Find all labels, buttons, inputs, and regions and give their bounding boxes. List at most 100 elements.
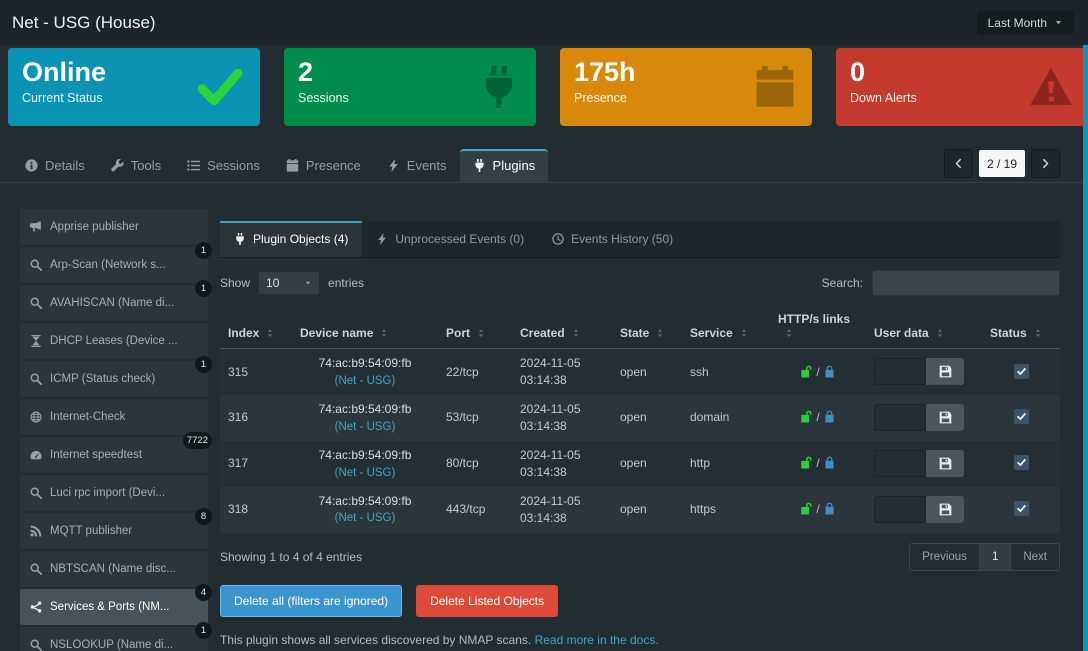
search-input[interactable] [872, 270, 1060, 296]
prev-device-button[interactable] [943, 149, 973, 178]
user-data-input[interactable] [874, 496, 926, 524]
http-link-lock-open-icon[interactable] [800, 456, 813, 469]
time-range-selector[interactable]: Last Month [976, 10, 1074, 35]
plugin-item-arp-scan[interactable]: Arp-Scan (Network s... 1 [20, 242, 212, 283]
plugin-item-dhcp-leases[interactable]: DHCP Leases (Device ... [20, 323, 208, 359]
delete-listed-button[interactable]: Delete Listed Objects [416, 584, 559, 617]
next-device-button[interactable] [1031, 149, 1060, 178]
network-icon [30, 601, 42, 613]
cell-state: open [620, 456, 647, 471]
tab-events-history[interactable]: Events History (50) [538, 221, 687, 257]
https-link-lock-closed-icon[interactable] [823, 410, 836, 423]
cell-index: 315 [228, 364, 249, 379]
http-link-lock-open-icon[interactable] [800, 410, 813, 423]
http-link-lock-open-icon[interactable] [800, 502, 813, 515]
check-icon [1016, 458, 1026, 467]
col-created[interactable]: Created [512, 306, 612, 349]
sort-icon [655, 328, 665, 338]
card-value: 2 [298, 57, 314, 87]
plugin-item-nbtscan[interactable]: NBTSCAN (Name disc... [20, 551, 208, 587]
tab-events[interactable]: Events [374, 149, 460, 182]
tab-details[interactable]: Details [12, 149, 98, 182]
card-value: 175h [574, 57, 636, 87]
col-http-links[interactable]: HTTP/s links [770, 306, 866, 349]
user-data-input[interactable] [874, 450, 926, 478]
https-link-lock-closed-icon[interactable] [823, 502, 836, 515]
table-row: 315 74:ac:b9:54:09:fb (Net - USG) 22/tcp… [220, 348, 1060, 395]
https-link-lock-closed-icon[interactable] [823, 456, 836, 469]
cell-http-links: / [770, 395, 866, 441]
card-label: Sessions [298, 91, 349, 106]
tab-sessions[interactable]: Sessions [174, 149, 273, 182]
scrollbar[interactable] [1083, 45, 1088, 651]
col-user-data[interactable]: User data [866, 306, 982, 349]
table-controls: Show 10 entries Search: [220, 270, 1060, 296]
plugin-item-avahiscan[interactable]: AVAHISCAN (Name di... 1 [20, 280, 212, 321]
save-user-data-button[interactable] [926, 496, 964, 524]
time-range-label: Last Month [987, 15, 1047, 30]
user-data-input[interactable] [874, 358, 926, 386]
chevron-down-icon [304, 279, 312, 287]
plugin-item-nslookup[interactable]: NSLOOKUP (Name di... 1 [20, 622, 212, 651]
plugin-item-icmp[interactable]: ICMP (Status check) 1 [20, 356, 212, 397]
status-checkbox[interactable] [1013, 409, 1029, 425]
plugin-item-mqtt-publisher[interactable]: MQTT publisher 8 [20, 508, 212, 549]
status-checkbox[interactable] [1013, 455, 1029, 471]
cell-http-links: / [770, 349, 866, 395]
previous-page-button[interactable]: Previous [909, 542, 980, 571]
bolt-icon [387, 159, 400, 172]
cell-status [982, 487, 1060, 533]
plugin-item-luci-rpc-import[interactable]: Luci rpc import (Devi... [20, 475, 208, 511]
plugin-sidebar: Apprise publisher Arp-Scan (Network s...… [20, 209, 212, 651]
page-1-button[interactable]: 1 [978, 542, 1012, 571]
cell-state: open [620, 502, 647, 517]
save-icon [939, 503, 952, 516]
col-port[interactable]: Port [438, 306, 512, 349]
save-user-data-button[interactable] [926, 358, 964, 386]
cell-status [982, 395, 1060, 441]
col-status[interactable]: Status [982, 306, 1060, 349]
tab-plugin-objects[interactable]: Plugin Objects (4) [220, 221, 363, 257]
tab-plugins[interactable]: Plugins [459, 149, 549, 182]
device-link[interactable]: (Net - USG) [334, 466, 396, 479]
count-badge: 1 [195, 622, 212, 639]
cell-created: 2024-11-05 03:14:38 [520, 447, 581, 479]
tab-presence[interactable]: Presence [273, 149, 374, 182]
https-link-lock-closed-icon[interactable] [823, 365, 836, 378]
http-link-lock-open-icon[interactable] [800, 365, 813, 378]
user-data-input[interactable] [874, 404, 926, 432]
col-service[interactable]: Service [682, 306, 770, 349]
cell-created: 2024-11-05 03:14:38 [520, 356, 581, 387]
plugin-item-internet-speedtest[interactable]: Internet speedtest 7722 [20, 432, 212, 473]
delete-all-button[interactable]: Delete all (filters are ignored) [220, 584, 403, 617]
cell-state: open [620, 364, 647, 379]
table-row: 316 74:ac:b9:54:09:fb (Net - USG) 53/tcp… [220, 394, 1060, 441]
device-link[interactable]: (Net - USG) [334, 374, 396, 387]
status-checkbox[interactable] [1013, 363, 1029, 379]
device-link[interactable]: (Net - USG) [334, 420, 396, 433]
megaphone-icon [30, 221, 42, 233]
entries-summary: Showing 1 to 4 of 4 entries [220, 549, 363, 564]
tab-tools[interactable]: Tools [98, 149, 174, 182]
entries-select[interactable]: 10 [258, 271, 321, 295]
col-device-name[interactable]: Device name [292, 306, 438, 349]
status-card-presence: 175h Presence [560, 48, 812, 126]
sort-icon [1033, 328, 1043, 338]
card-value: 0 [850, 57, 866, 87]
docs-link[interactable]: Read more in the docs. [534, 632, 659, 647]
sort-icon [476, 328, 486, 338]
next-page-button[interactable]: Next [1010, 542, 1060, 571]
save-user-data-button[interactable] [926, 404, 964, 432]
tab-unprocessed-events[interactable]: Unprocessed Events (0) [362, 221, 538, 257]
save-user-data-button[interactable] [926, 450, 964, 478]
col-index[interactable]: Index [220, 306, 292, 349]
cell-state: open [620, 410, 647, 425]
sort-icon [265, 328, 275, 338]
plugin-item-services-ports[interactable]: Services & Ports (NM... 4 [20, 584, 212, 625]
plugin-item-apprise-publisher[interactable]: Apprise publisher [20, 209, 208, 245]
status-checkbox[interactable] [1013, 501, 1029, 517]
status-card-sessions: 2 Sessions [284, 48, 536, 126]
col-state[interactable]: State [612, 306, 682, 349]
plugin-item-internet-check[interactable]: Internet-Check [20, 399, 208, 435]
device-link[interactable]: (Net - USG) [334, 512, 396, 525]
